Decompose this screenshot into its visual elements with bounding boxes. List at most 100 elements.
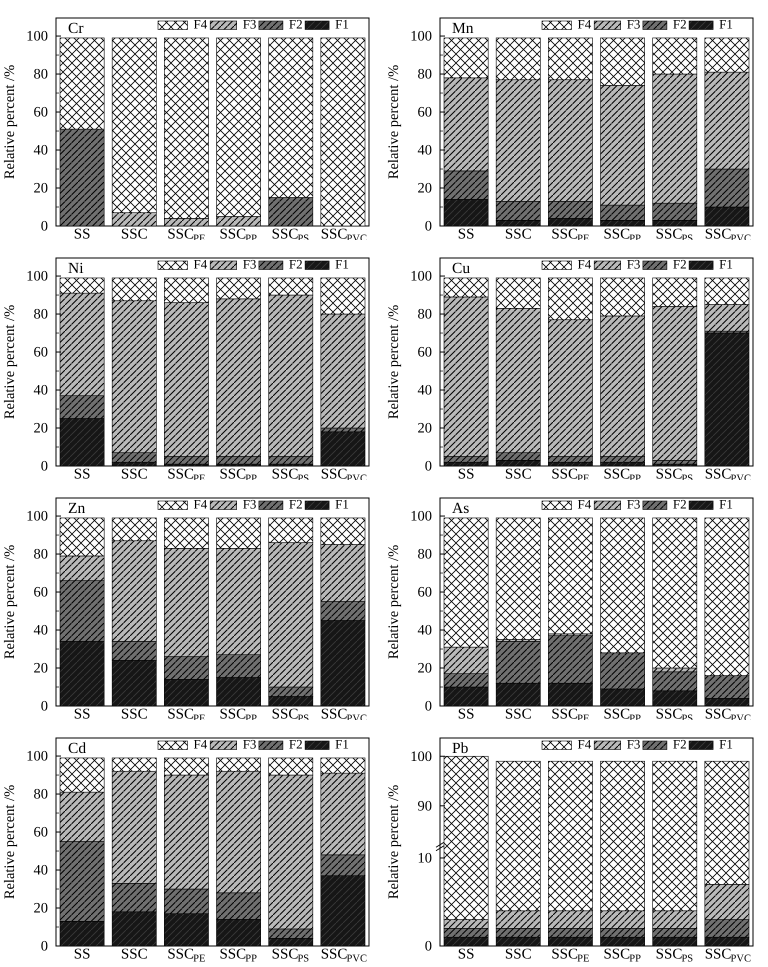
svg-text:60: 60 (34, 585, 49, 601)
svg-text:PP: PP (245, 473, 257, 480)
svg-text:90: 90 (418, 798, 433, 814)
svg-text:100: 100 (26, 269, 48, 285)
svg-text:SS: SS (74, 707, 91, 721)
svg-text:PP: PP (629, 713, 641, 720)
svg-text:F3: F3 (627, 497, 641, 512)
svg-text:PE: PE (577, 473, 589, 480)
svg-text:SS: SS (458, 947, 475, 963)
svg-text:PS: PS (681, 953, 693, 962)
svg-text:SSC: SSC (603, 227, 630, 241)
svg-text:Cu: Cu (452, 260, 470, 277)
svg-text:SSC: SSC (121, 467, 148, 481)
svg-text:100: 100 (26, 749, 48, 765)
svg-text:SS: SS (458, 227, 475, 241)
svg-text:0: 0 (425, 459, 432, 475)
svg-text:100: 100 (26, 29, 48, 45)
svg-text:0: 0 (425, 219, 432, 235)
svg-text:Relative percent /%: Relative percent /% (2, 785, 18, 899)
svg-text:SS: SS (458, 467, 475, 481)
svg-text:F4: F4 (194, 257, 208, 272)
svg-text:20: 20 (34, 181, 49, 197)
svg-text:SSC: SSC (656, 467, 683, 481)
svg-text:40: 40 (34, 143, 49, 159)
svg-text:20: 20 (34, 901, 49, 917)
svg-text:0: 0 (425, 699, 432, 715)
svg-text:PVC: PVC (731, 713, 751, 720)
svg-text:PS: PS (297, 473, 309, 480)
svg-text:60: 60 (34, 825, 49, 841)
svg-text:F2: F2 (289, 257, 303, 272)
svg-text:60: 60 (418, 585, 433, 601)
svg-text:F1: F1 (719, 17, 733, 32)
svg-text:PVC: PVC (347, 233, 367, 240)
svg-text:SSC: SSC (551, 947, 578, 963)
svg-text:0: 0 (41, 459, 48, 475)
svg-text:PE: PE (577, 953, 589, 962)
svg-text:PVC: PVC (731, 953, 751, 962)
svg-text:PS: PS (297, 953, 309, 962)
svg-text:PS: PS (297, 233, 309, 240)
svg-text:F2: F2 (673, 737, 687, 752)
svg-text:100: 100 (410, 749, 432, 765)
svg-text:SSC: SSC (321, 947, 348, 963)
svg-text:PS: PS (681, 233, 693, 240)
svg-text:SSC: SSC (551, 707, 578, 721)
svg-text:SSC: SSC (167, 227, 194, 241)
svg-text:PP: PP (245, 713, 257, 720)
svg-text:SS: SS (74, 227, 91, 241)
svg-text:60: 60 (418, 105, 433, 121)
svg-text:SSC: SSC (219, 707, 246, 721)
svg-text:40: 40 (418, 623, 433, 639)
svg-text:F3: F3 (627, 737, 641, 752)
svg-text:F1: F1 (719, 497, 733, 512)
svg-text:0: 0 (425, 939, 432, 955)
svg-text:60: 60 (418, 345, 433, 361)
svg-text:Ni: Ni (68, 260, 84, 277)
svg-text:F2: F2 (673, 17, 687, 32)
svg-text:PP: PP (245, 233, 257, 240)
svg-text:SSC: SSC (121, 707, 148, 721)
svg-text:PE: PE (193, 233, 205, 240)
svg-text:SSC: SSC (603, 707, 630, 721)
svg-text:PE: PE (577, 713, 589, 720)
svg-text:Relative percent /%: Relative percent /% (2, 65, 18, 179)
svg-text:PE: PE (193, 953, 205, 962)
svg-text:Relative percent /%: Relative percent /% (386, 305, 402, 419)
svg-text:SSC: SSC (321, 227, 348, 241)
svg-text:Mn: Mn (452, 20, 474, 37)
svg-text:20: 20 (34, 661, 49, 677)
svg-text:F4: F4 (578, 257, 592, 272)
svg-text:SSC: SSC (705, 947, 732, 963)
svg-text:80: 80 (34, 307, 49, 323)
svg-text:SSC: SSC (219, 467, 246, 481)
svg-text:SSC: SSC (121, 227, 148, 241)
svg-text:PVC: PVC (347, 713, 367, 720)
svg-text:SS: SS (74, 467, 91, 481)
svg-text:SSC: SSC (505, 467, 532, 481)
svg-text:SSC: SSC (167, 467, 194, 481)
svg-text:F4: F4 (578, 17, 592, 32)
svg-text:PP: PP (629, 233, 641, 240)
svg-text:F1: F1 (719, 737, 733, 752)
svg-text:40: 40 (34, 863, 49, 879)
svg-text:PE: PE (193, 713, 205, 720)
svg-text:SSC: SSC (705, 227, 732, 241)
svg-text:PS: PS (681, 713, 693, 720)
svg-text:PVC: PVC (347, 473, 367, 480)
svg-text:SSC: SSC (656, 947, 683, 963)
svg-text:80: 80 (34, 547, 49, 563)
svg-text:0: 0 (41, 699, 48, 715)
svg-text:40: 40 (418, 143, 433, 159)
svg-text:60: 60 (34, 345, 49, 361)
svg-text:F4: F4 (578, 737, 592, 752)
svg-text:SS: SS (458, 707, 475, 721)
svg-text:SSC: SSC (167, 947, 194, 963)
svg-text:SSC: SSC (656, 227, 683, 241)
svg-text:SSC: SSC (551, 227, 578, 241)
svg-text:PS: PS (297, 713, 309, 720)
svg-text:SSC: SSC (656, 707, 683, 721)
svg-text:80: 80 (418, 547, 433, 563)
svg-text:F3: F3 (243, 497, 257, 512)
svg-text:Relative percent /%: Relative percent /% (386, 785, 402, 899)
svg-text:PE: PE (193, 473, 205, 480)
